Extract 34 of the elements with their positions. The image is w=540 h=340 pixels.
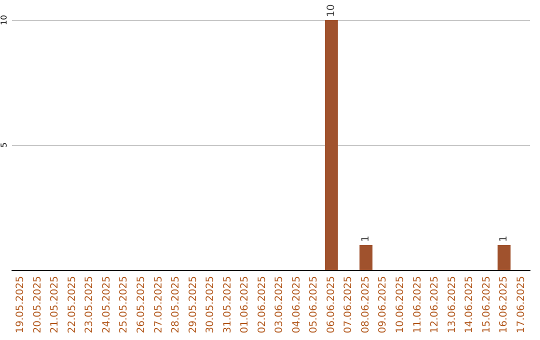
x-tick-label: 03.06.2025	[274, 276, 286, 334]
x-tick-label: 05.06.2025	[308, 276, 320, 334]
x-tick-label: 11.06.2025	[412, 276, 424, 334]
data-label: 10	[326, 4, 337, 17]
x-tick-label: 04.06.2025	[291, 276, 302, 334]
x-tick-label: 12.06.2025	[430, 276, 441, 334]
x-tick-label: 25.05.2025	[118, 276, 130, 334]
x-tick-label: 22.05.2025	[66, 276, 78, 334]
data-label: 1	[360, 236, 372, 242]
x-tick-label: 14.06.2025	[464, 276, 476, 334]
x-tick-label: 30.05.2025	[205, 276, 216, 334]
x-tick-label: 19.05.2025	[15, 276, 26, 334]
x-tick-label: 09.06.2025	[378, 276, 389, 334]
x-tick-label: 31.05.2025	[222, 276, 234, 334]
x-tick-label: 28.05.2025	[170, 276, 182, 334]
x-tick-label: 06.06.2025	[326, 276, 337, 334]
x-tick-label: 29.05.2025	[188, 276, 199, 334]
x-tick-label: 26.05.2025	[136, 276, 147, 334]
x-tick-label: 15.06.2025	[481, 276, 492, 334]
x-tick-label: 24.05.2025	[101, 276, 112, 334]
x-tick-label: 17.06.2025	[516, 276, 527, 334]
x-tick-label: 20.05.2025	[32, 276, 44, 334]
x-tick-label: 27.05.2025	[153, 276, 164, 334]
x-tick-label: 01.06.2025	[240, 276, 251, 334]
y-tick-label: 5	[0, 142, 8, 148]
x-tick-label: 07.06.2025	[343, 276, 354, 334]
x-tick-label: 02.06.2025	[256, 276, 268, 334]
x-tick-label: 13.06.2025	[446, 276, 458, 334]
data-label: 1	[498, 236, 510, 242]
x-tick-label: 08.06.2025	[360, 276, 372, 334]
x-tick-label: 16.06.2025	[498, 276, 510, 334]
x-tick-label: 23.05.2025	[84, 276, 96, 334]
x-tick-label: 21.05.2025	[50, 276, 61, 334]
x-tick-label: 10.06.2025	[395, 276, 406, 334]
